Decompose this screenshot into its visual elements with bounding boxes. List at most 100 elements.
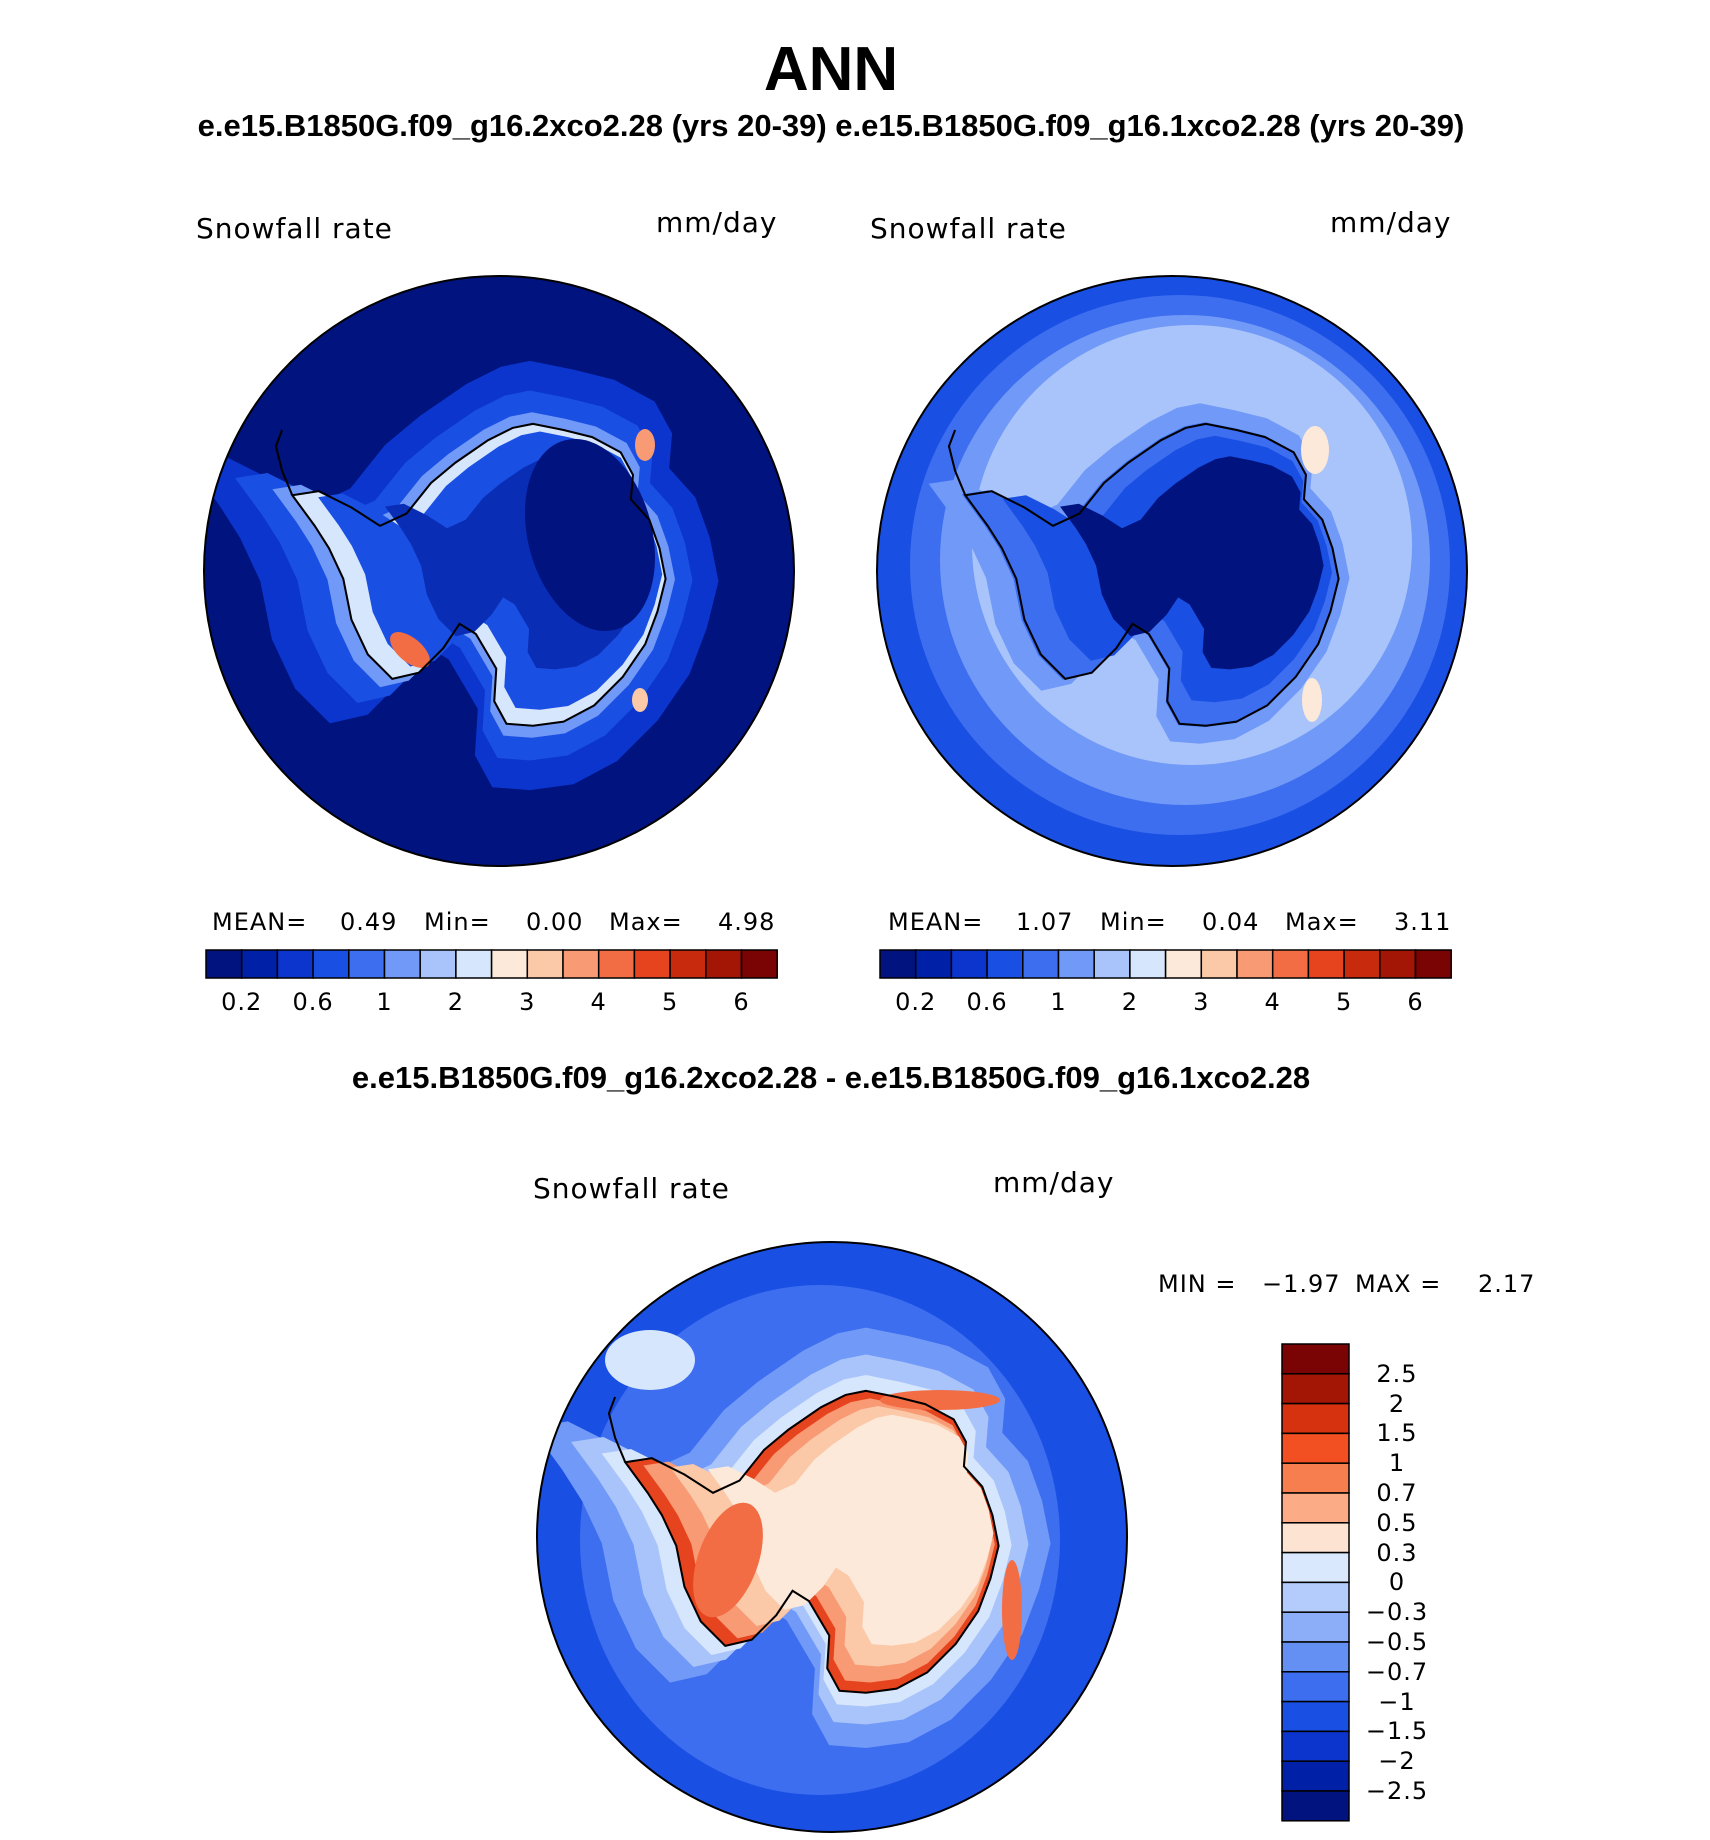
colorbar-panel1-tick-label: 5 xyxy=(661,988,679,1016)
colorbar-panel1-cell xyxy=(705,949,743,979)
colorbar-difference-tick-label: 0.7 xyxy=(1376,1479,1418,1507)
panel2-max-label: Max= xyxy=(1285,908,1359,936)
colorbar-panel2-cell xyxy=(1129,949,1167,979)
panel1-mean-value: 0.49 xyxy=(340,908,398,936)
panel1-max-value: 4.98 xyxy=(718,908,776,936)
panel2-mean-label: MEAN= xyxy=(888,908,984,936)
colorbar-difference-cell xyxy=(1281,1700,1350,1733)
colorbar-panel2-cell xyxy=(879,949,917,979)
colorbar-panel1-cell xyxy=(419,949,457,979)
colorbar-panel2-cell xyxy=(1022,949,1060,979)
panel3-max-value: 2.17 xyxy=(1478,1270,1536,1298)
colorbar-difference-tick-label: 2 xyxy=(1388,1389,1406,1418)
colorbar-difference-cell xyxy=(1281,1432,1350,1464)
colorbar-panel2-cell xyxy=(1414,949,1452,979)
colorbar-panel2-tick-label: 5 xyxy=(1335,988,1353,1016)
colorbar-panel2-tick-label: 6 xyxy=(1407,988,1424,1016)
colorbar-panel2-tick-label: 0.2 xyxy=(895,988,937,1016)
panel1-mean-label: MEAN= xyxy=(212,908,308,936)
colorbar-panel1-cell xyxy=(490,949,529,979)
colorbar-difference-tick-label: 0.3 xyxy=(1376,1538,1418,1567)
colorbar-panel2-tick-label: 3 xyxy=(1193,988,1210,1016)
colorbar-panel1-tick-label: 0.6 xyxy=(292,988,334,1016)
colorbar-panel2-tick-label: 4 xyxy=(1264,988,1281,1016)
colorbar-difference xyxy=(1281,1343,1350,1822)
map-panel2-border xyxy=(876,275,1468,867)
colorbar-panel2-cell xyxy=(1200,949,1238,979)
colorbar-panel1-cell xyxy=(240,949,279,979)
colorbar-panel1-cell xyxy=(633,949,671,979)
panel3-min-label: MIN = xyxy=(1158,1270,1237,1298)
colorbar-panel1-tick-label: 0.2 xyxy=(221,988,263,1016)
figure-title: ANN xyxy=(763,35,899,104)
colorbar-panel2 xyxy=(879,949,1452,979)
colorbar-panel1-cell xyxy=(205,949,243,979)
colorbar-difference-cell xyxy=(1281,1671,1350,1703)
panel1-units-label: mm/day xyxy=(656,206,778,239)
colorbar-panel2-cell xyxy=(986,949,1024,979)
colorbar-panel2-cell xyxy=(1271,949,1310,979)
colorbar-panel1-cell xyxy=(455,949,493,979)
colorbar-panel1-tick-label: 3 xyxy=(519,988,536,1016)
colorbar-difference-tick-label: −2.5 xyxy=(1365,1777,1429,1805)
colorbar-difference-cell xyxy=(1281,1551,1350,1584)
difference-title: e.e15.B1850G.f09_g16.2xco2.28 - e.e15.B1… xyxy=(351,1060,1311,1095)
colorbar-difference-tick-label: −0.7 xyxy=(1365,1657,1429,1686)
colorbar-panel1-cell xyxy=(312,949,350,979)
colorbar-difference-cell xyxy=(1281,1790,1350,1822)
colorbar-panel2-cell xyxy=(1057,949,1095,979)
colorbar-difference-cell xyxy=(1281,1462,1350,1494)
colorbar-difference-tick-label: 0 xyxy=(1388,1568,1406,1597)
panel1-min-value: 0.00 xyxy=(526,908,584,936)
panel3-min-value: −1.97 xyxy=(1262,1270,1341,1298)
colorbar-panel2-tick-label: 0.6 xyxy=(966,988,1008,1016)
colorbar-panel2-tick-label: 2 xyxy=(1121,988,1139,1016)
colorbar-panel1-cell xyxy=(669,949,707,979)
colorbar-difference-tick-label: −1.5 xyxy=(1365,1717,1429,1746)
map-panel1-border xyxy=(203,275,795,867)
colorbar-panel1-cell xyxy=(526,949,564,979)
colorbar-panel1-tick-label: 6 xyxy=(733,988,750,1016)
colorbar-panel2-cell xyxy=(1379,949,1417,979)
colorbar-difference-cell xyxy=(1281,1760,1350,1792)
colorbar-panel1 xyxy=(205,949,778,979)
colorbar-difference-cell xyxy=(1281,1343,1350,1375)
panel1-max-label: Max= xyxy=(609,908,683,936)
colorbar-difference-cell xyxy=(1281,1402,1350,1435)
colorbar-panel1-cell xyxy=(276,949,314,979)
panel2-units-label: mm/day xyxy=(1330,206,1452,239)
colorbar-difference-cell xyxy=(1281,1581,1350,1613)
figure-subtitle: e.e15.B1850G.f09_g16.2xco2.28 (yrs 20-39… xyxy=(197,108,1465,143)
colorbar-difference-cell xyxy=(1281,1522,1350,1554)
colorbar-panel1-cell xyxy=(383,949,421,979)
colorbar-panel1-cell xyxy=(348,949,386,979)
panel2-mean-value: 1.07 xyxy=(1016,908,1074,936)
colorbar-panel2-tick-label: 1 xyxy=(1050,988,1067,1016)
colorbar-panel2-cell xyxy=(950,949,988,979)
colorbar-difference-cell xyxy=(1281,1611,1350,1643)
map-panel3-border xyxy=(536,1241,1128,1833)
colorbar-panel2-cell xyxy=(914,949,953,979)
colorbar-panel1-cell xyxy=(562,949,600,979)
colorbar-difference-tick-label: 1 xyxy=(1388,1449,1406,1478)
map-panel1 xyxy=(204,276,794,866)
panel3-variable-label: Snowfall rate xyxy=(533,1172,730,1205)
colorbar-difference-cell xyxy=(1281,1492,1350,1524)
colorbar-panel2-cell xyxy=(1343,949,1381,979)
colorbar-panel1-cell xyxy=(740,949,778,979)
colorbar-difference-tick-label: −1 xyxy=(1378,1687,1416,1716)
colorbar-panel2-cell xyxy=(1093,949,1131,979)
panel3-units-label: mm/day xyxy=(993,1166,1115,1199)
panel1-variable-label: Snowfall rate xyxy=(196,212,393,245)
panel1-min-label: Min= xyxy=(424,908,491,936)
colorbar-difference-tick-label: −0.3 xyxy=(1365,1598,1429,1627)
colorbar-panel2-cell xyxy=(1164,949,1203,979)
colorbar-difference-tick-label: 1.5 xyxy=(1376,1419,1418,1448)
colorbar-panel1-tick-label: 1 xyxy=(376,988,393,1016)
colorbar-panel2-cell xyxy=(1236,949,1274,979)
colorbar-difference-cell xyxy=(1281,1641,1350,1673)
colorbar-difference-cell xyxy=(1281,1373,1350,1405)
panel3-max-label: MAX = xyxy=(1355,1270,1442,1298)
colorbar-difference-cell xyxy=(1281,1730,1350,1762)
